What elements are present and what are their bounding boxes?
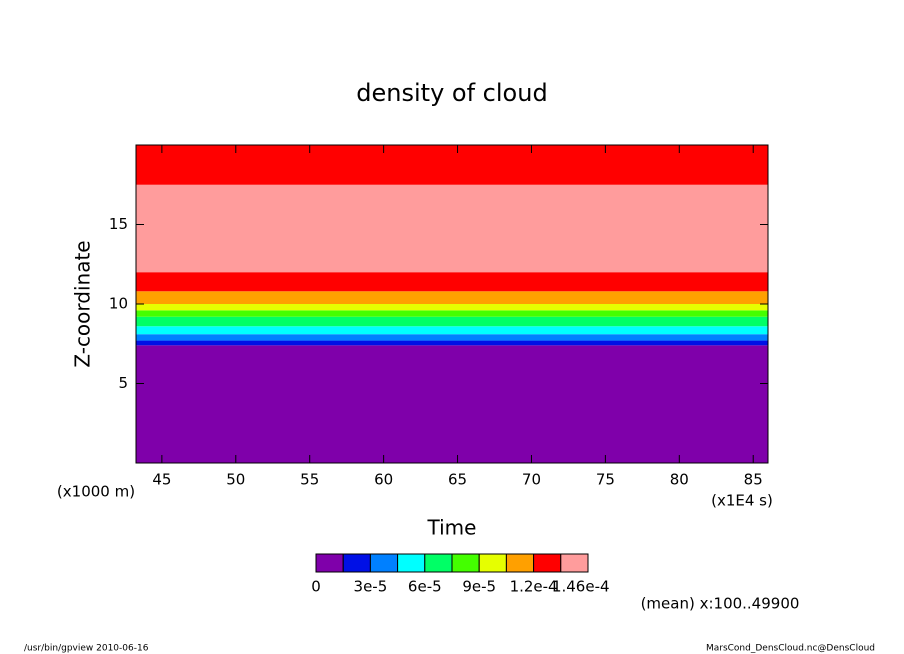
x-unit: (x1E4 s): [711, 492, 773, 510]
contour-band: [136, 326, 768, 335]
contour-band: [136, 145, 768, 185]
colorbar-swatch: [397, 553, 426, 573]
x-tick-label: 75: [596, 471, 615, 489]
colorbar-label: 1.46e-4: [552, 578, 610, 596]
x-tick-label: 85: [744, 471, 763, 489]
x-axis-label: Time: [427, 516, 477, 540]
x-tick-label: 60: [374, 471, 393, 489]
x-tick-label: 50: [226, 471, 245, 489]
colorbar-label: 9e-5: [462, 578, 496, 596]
chart-title: density of cloud: [356, 79, 547, 107]
contour-band: [136, 334, 768, 341]
y-tick-label: 5: [118, 374, 128, 392]
contour-band: [136, 310, 768, 317]
footer-left: /usr/bin/gpview 2010-06-16: [24, 644, 149, 654]
note: (mean) x:100..49900: [641, 595, 800, 613]
colorbar-label: 6e-5: [408, 578, 442, 596]
colorbar-swatch: [451, 553, 480, 573]
colorbar-swatch: [369, 553, 399, 573]
contour-band: [136, 272, 768, 292]
contour-band: [136, 316, 768, 327]
colorbar-swatch: [478, 553, 507, 573]
footer-right: MarsCond_DensCloud.nc@DensCloud: [706, 644, 875, 654]
contour-band: [136, 291, 768, 304]
colorbar-swatch: [342, 553, 371, 573]
contour-band: [136, 345, 768, 463]
y-axis-label: Z-coordinate: [71, 240, 95, 367]
colorbar-label: 0: [311, 578, 321, 596]
colorbar-swatch: [560, 553, 589, 573]
colorbar-label: 3e-5: [354, 578, 388, 596]
contour-band: [136, 184, 768, 273]
x-tick-label: 55: [300, 471, 319, 489]
y-unit: (x1000 m): [57, 483, 135, 501]
x-tick-label: 80: [670, 471, 689, 489]
x-tick-label: 45: [152, 471, 171, 489]
y-tick-label: 15: [109, 215, 128, 233]
contour-band: [136, 340, 768, 346]
colorbar-label: 1.2e-4: [510, 578, 558, 596]
colorbar-swatch: [424, 553, 453, 573]
colorbar-swatch: [533, 553, 562, 573]
colorbar-swatch: [505, 553, 535, 573]
x-tick-label: 65: [448, 471, 467, 489]
y-tick-label: 10: [109, 295, 128, 313]
contour-band: [136, 304, 768, 311]
colorbar-swatch: [315, 553, 344, 573]
x-tick-label: 70: [522, 471, 541, 489]
